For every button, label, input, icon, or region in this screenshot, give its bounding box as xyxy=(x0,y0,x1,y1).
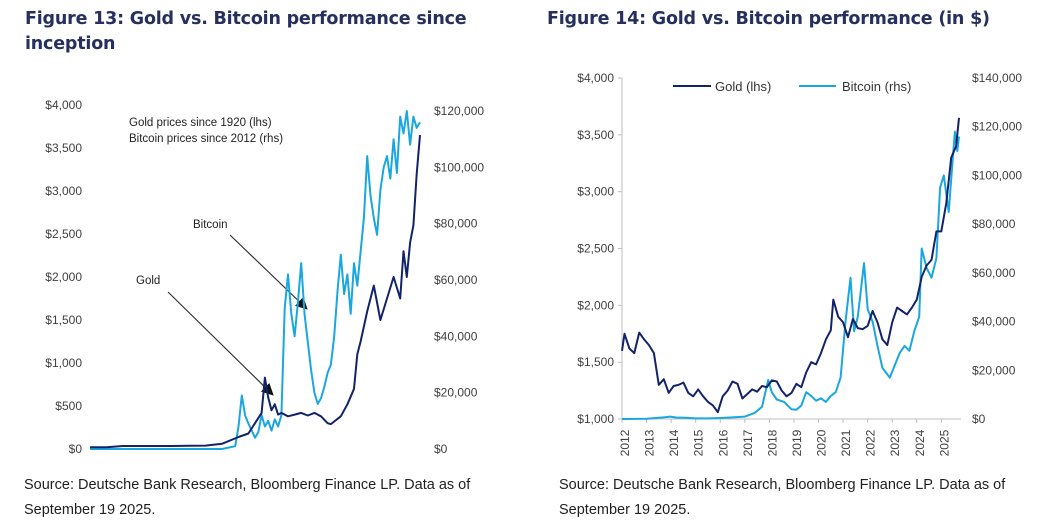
x-tick-label: 2017 xyxy=(741,429,755,456)
x-tick-label: 2022 xyxy=(864,429,878,456)
gold-line xyxy=(621,117,960,414)
y-right-tick-label: $0 xyxy=(972,412,986,426)
y-right-tick-label: $20,000 xyxy=(972,363,1016,377)
x-tick-label: 2016 xyxy=(716,429,730,456)
bitcoin-line xyxy=(621,130,960,420)
y-left-tick-label: $2,500 xyxy=(45,227,82,241)
y-left-tick-label: $2,500 xyxy=(577,242,614,256)
y-left-tick-label: $3,000 xyxy=(45,184,82,198)
legend-bitcoin-label: Bitcoin (rhs) xyxy=(842,79,911,94)
y-right-tick-label: $80,000 xyxy=(972,217,1016,231)
x-tick-label: 2023 xyxy=(888,429,902,456)
y-left-tick-label: $1,500 xyxy=(577,355,614,369)
figure-13-source-line-1: Source: Deutsche Bank Research, Bloomber… xyxy=(24,477,471,493)
annotation-line: Gold prices since 1920 (lhs) xyxy=(129,117,272,129)
y-right-tick-label: $0 xyxy=(434,442,448,456)
y-left-tick-label: $1,000 xyxy=(45,356,82,370)
annotation-line: Bitcoin prices since 2012 (rhs) xyxy=(129,133,283,145)
y-left-tick-label: $3,000 xyxy=(577,185,614,199)
y-right-tick-label: $40,000 xyxy=(434,329,478,343)
y-right-tick-label: $140,000 xyxy=(972,71,1022,85)
x-tick-label: 2020 xyxy=(815,429,829,456)
figure-14-title: Figure 14: Gold vs. Bitcoin performance … xyxy=(547,9,990,29)
x-tick-label: 2021 xyxy=(839,429,853,456)
y-right-tick-label: $40,000 xyxy=(972,315,1016,329)
y-left-tick-label: $1,000 xyxy=(577,412,614,426)
figure-13-source-line-2: September 19 2025. xyxy=(24,502,156,518)
bitcoin-line xyxy=(90,110,421,450)
y-right-tick-label: $120,000 xyxy=(434,104,484,118)
y-right-tick-label: $60,000 xyxy=(972,266,1016,280)
bitcoin-arrow-label: Bitcoin xyxy=(193,219,228,231)
figure-13-chart: $0 $500 $1,000 $1,500 $2,000 $2,500 $3,000 $3,5… xyxy=(45,98,484,456)
y-left-tick-label: $0 xyxy=(69,442,83,456)
gold-arrow xyxy=(167,291,274,396)
y-left-tick-label: $3,500 xyxy=(577,128,614,142)
figure-13-title: Figure 13: Gold vs. Bitcoin performance … xyxy=(25,9,467,54)
y-left-tick-label: $4,000 xyxy=(45,98,82,112)
y-left-tick-label: $2,000 xyxy=(45,270,82,284)
y-left-tick-label: $500 xyxy=(55,399,82,413)
y-right-tick-label: $20,000 xyxy=(434,386,478,400)
gold-line xyxy=(90,135,421,449)
x-tick-label: 2025 xyxy=(937,429,951,456)
y-right-tick-label: $80,000 xyxy=(434,217,478,231)
gold-arrow-label: Gold xyxy=(136,275,160,287)
y-left-tick-label: $3,500 xyxy=(45,141,82,155)
figure-14-source-line-2: September 19 2025. xyxy=(559,502,691,518)
figure-13-panel: Figure 13: Gold vs. Bitcoin performance … xyxy=(0,0,526,531)
x-tick-label: 2024 xyxy=(913,429,927,456)
figure-13-source: Source: Deutsche Bank Research, Bloomber… xyxy=(24,473,514,523)
figure-14-source: Source: Deutsche Bank Research, Bloomber… xyxy=(559,473,1049,523)
legend-gold-label: Gold (lhs) xyxy=(715,79,771,94)
y-left-tick-label: $4,000 xyxy=(577,71,614,85)
x-tick-label: 2013 xyxy=(643,429,657,456)
bitcoin-arrow xyxy=(229,234,308,310)
figure-14-source-line-1: Source: Deutsche Bank Research, Bloomber… xyxy=(559,477,1006,493)
x-tick-label: 2018 xyxy=(765,429,779,456)
y-right-tick-label: $100,000 xyxy=(972,168,1022,182)
y-left-tick-label: $2,000 xyxy=(577,298,614,312)
figure-14-panel: Figure 14: Gold vs. Bitcoin performance … xyxy=(526,0,1053,531)
x-tick-label: 2014 xyxy=(667,429,681,456)
y-right-tick-label: $100,000 xyxy=(434,160,484,174)
x-tick-label: 2015 xyxy=(692,429,706,456)
y-left-tick-label: $1,500 xyxy=(45,313,82,327)
y-right-tick-label: $60,000 xyxy=(434,273,478,287)
y-right-tick-label: $120,000 xyxy=(972,120,1022,134)
x-tick-label: 2012 xyxy=(618,429,632,456)
x-tick-label: 2019 xyxy=(790,429,804,456)
figure-14-chart: $1,000 $1,500 $2,000 $2,500 $3,000 $3,500 $4,0… xyxy=(577,71,1022,456)
